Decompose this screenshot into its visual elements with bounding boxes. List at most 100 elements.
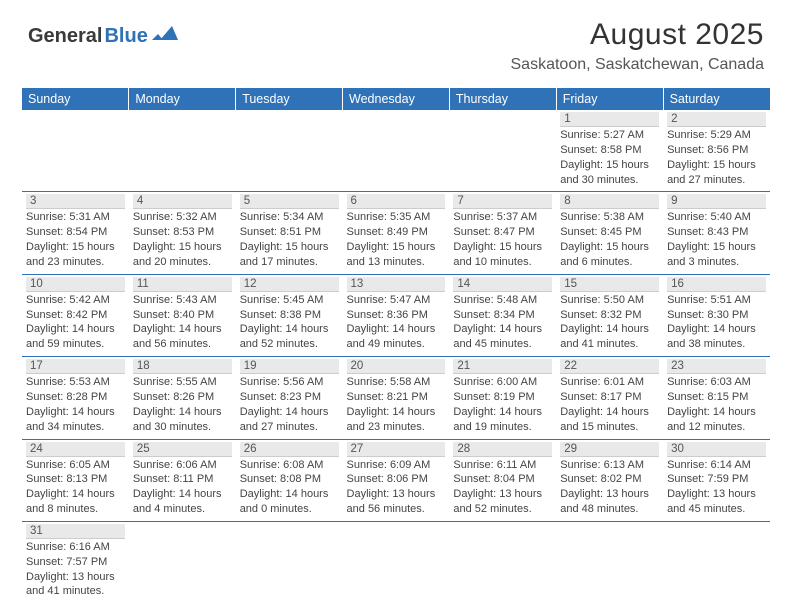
day-details: Sunrise: 5:48 AMSunset: 8:34 PMDaylight:…: [453, 292, 552, 352]
calendar-cell: [663, 521, 770, 603]
sunset-line: Sunset: 8:08 PM: [240, 472, 339, 487]
daylight-line: Daylight: 14 hours and 49 minutes.: [347, 322, 446, 352]
daylight-line: Daylight: 14 hours and 52 minutes.: [240, 322, 339, 352]
day-details: Sunrise: 5:38 AMSunset: 8:45 PMDaylight:…: [560, 209, 659, 269]
logo-text-general: General: [28, 25, 102, 48]
logo-text-blue: Blue: [104, 25, 147, 48]
sunset-line: Sunset: 8:34 PM: [453, 308, 552, 323]
calendar-cell: 31Sunrise: 6:16 AMSunset: 7:57 PMDayligh…: [22, 521, 129, 603]
calendar-cell: [449, 521, 556, 603]
day-details: Sunrise: 5:29 AMSunset: 8:56 PMDaylight:…: [667, 127, 766, 187]
daylight-line: Daylight: 14 hours and 45 minutes.: [453, 322, 552, 352]
calendar-body: 1Sunrise: 5:27 AMSunset: 8:58 PMDaylight…: [22, 110, 770, 603]
sunset-line: Sunset: 8:11 PM: [133, 472, 232, 487]
day-number: 26: [240, 442, 339, 457]
day-number: 7: [453, 194, 552, 209]
day-number: 23: [667, 359, 766, 374]
sunset-line: Sunset: 8:49 PM: [347, 225, 446, 240]
sunrise-line: Sunrise: 5:37 AM: [453, 210, 552, 225]
sunset-line: Sunset: 8:17 PM: [560, 390, 659, 405]
day-details: Sunrise: 5:55 AMSunset: 8:26 PMDaylight:…: [133, 374, 232, 434]
calendar-week-row: 24Sunrise: 6:05 AMSunset: 8:13 PMDayligh…: [22, 439, 770, 521]
day-header: Sunday: [22, 88, 129, 110]
sunset-line: Sunset: 8:43 PM: [667, 225, 766, 240]
sunset-line: Sunset: 7:57 PM: [26, 555, 125, 570]
day-number: 11: [133, 277, 232, 292]
daylight-line: Daylight: 13 hours and 41 minutes.: [26, 570, 125, 600]
day-details: Sunrise: 5:53 AMSunset: 8:28 PMDaylight:…: [26, 374, 125, 434]
day-number: 1: [560, 112, 659, 127]
day-details: Sunrise: 6:06 AMSunset: 8:11 PMDaylight:…: [133, 457, 232, 517]
sunrise-line: Sunrise: 5:56 AM: [240, 375, 339, 390]
sunset-line: Sunset: 8:13 PM: [26, 472, 125, 487]
sunrise-line: Sunrise: 5:53 AM: [26, 375, 125, 390]
daylight-line: Daylight: 14 hours and 0 minutes.: [240, 487, 339, 517]
daylight-line: Daylight: 15 hours and 3 minutes.: [667, 240, 766, 270]
sunset-line: Sunset: 8:54 PM: [26, 225, 125, 240]
daylight-line: Daylight: 15 hours and 30 minutes.: [560, 158, 659, 188]
day-details: Sunrise: 5:50 AMSunset: 8:32 PMDaylight:…: [560, 292, 659, 352]
daylight-line: Daylight: 15 hours and 10 minutes.: [453, 240, 552, 270]
calendar-cell: 26Sunrise: 6:08 AMSunset: 8:08 PMDayligh…: [236, 439, 343, 521]
calendar-cell: 30Sunrise: 6:14 AMSunset: 7:59 PMDayligh…: [663, 439, 770, 521]
day-details: Sunrise: 5:32 AMSunset: 8:53 PMDaylight:…: [133, 209, 232, 269]
daylight-line: Daylight: 14 hours and 56 minutes.: [133, 322, 232, 352]
daylight-line: Daylight: 13 hours and 45 minutes.: [667, 487, 766, 517]
day-details: Sunrise: 5:31 AMSunset: 8:54 PMDaylight:…: [26, 209, 125, 269]
calendar-week-row: 31Sunrise: 6:16 AMSunset: 7:57 PMDayligh…: [22, 521, 770, 603]
calendar-week-row: 3Sunrise: 5:31 AMSunset: 8:54 PMDaylight…: [22, 192, 770, 274]
sunset-line: Sunset: 8:38 PM: [240, 308, 339, 323]
sunrise-line: Sunrise: 5:55 AM: [133, 375, 232, 390]
calendar-cell: 1Sunrise: 5:27 AMSunset: 8:58 PMDaylight…: [556, 110, 663, 192]
day-details: Sunrise: 6:11 AMSunset: 8:04 PMDaylight:…: [453, 457, 552, 517]
day-number: 9: [667, 194, 766, 209]
calendar-cell: [236, 521, 343, 603]
sunrise-line: Sunrise: 5:31 AM: [26, 210, 125, 225]
sunrise-line: Sunrise: 5:47 AM: [347, 293, 446, 308]
sunrise-line: Sunrise: 5:34 AM: [240, 210, 339, 225]
title-block: August 2025 Saskatoon, Saskatchewan, Can…: [511, 18, 765, 74]
sunrise-line: Sunrise: 5:38 AM: [560, 210, 659, 225]
flag-icon: [152, 24, 178, 42]
calendar-cell: 13Sunrise: 5:47 AMSunset: 8:36 PMDayligh…: [343, 274, 450, 356]
sunrise-line: Sunrise: 6:06 AM: [133, 458, 232, 473]
sunset-line: Sunset: 8:58 PM: [560, 143, 659, 158]
sunrise-line: Sunrise: 5:48 AM: [453, 293, 552, 308]
sunset-line: Sunset: 8:30 PM: [667, 308, 766, 323]
day-details: Sunrise: 6:00 AMSunset: 8:19 PMDaylight:…: [453, 374, 552, 434]
sunrise-line: Sunrise: 6:00 AM: [453, 375, 552, 390]
day-number: 8: [560, 194, 659, 209]
month-title: August 2025: [511, 18, 765, 52]
daylight-line: Daylight: 14 hours and 38 minutes.: [667, 322, 766, 352]
day-number: 24: [26, 442, 125, 457]
daylight-line: Daylight: 13 hours and 48 minutes.: [560, 487, 659, 517]
sunrise-line: Sunrise: 6:05 AM: [26, 458, 125, 473]
sunset-line: Sunset: 8:51 PM: [240, 225, 339, 240]
sunrise-line: Sunrise: 5:45 AM: [240, 293, 339, 308]
page-header: General Blue August 2025 Saskatoon, Sask…: [0, 0, 792, 82]
day-number: 18: [133, 359, 232, 374]
daylight-line: Daylight: 15 hours and 27 minutes.: [667, 158, 766, 188]
day-number: 30: [667, 442, 766, 457]
day-details: Sunrise: 5:45 AMSunset: 8:38 PMDaylight:…: [240, 292, 339, 352]
day-details: Sunrise: 5:34 AMSunset: 8:51 PMDaylight:…: [240, 209, 339, 269]
day-details: Sunrise: 5:51 AMSunset: 8:30 PMDaylight:…: [667, 292, 766, 352]
calendar-cell: 14Sunrise: 5:48 AMSunset: 8:34 PMDayligh…: [449, 274, 556, 356]
sunset-line: Sunset: 8:06 PM: [347, 472, 446, 487]
day-number: 13: [347, 277, 446, 292]
day-number: 19: [240, 359, 339, 374]
day-details: Sunrise: 5:47 AMSunset: 8:36 PMDaylight:…: [347, 292, 446, 352]
calendar-cell: 15Sunrise: 5:50 AMSunset: 8:32 PMDayligh…: [556, 274, 663, 356]
calendar-cell: 25Sunrise: 6:06 AMSunset: 8:11 PMDayligh…: [129, 439, 236, 521]
day-number: 2: [667, 112, 766, 127]
sunset-line: Sunset: 8:45 PM: [560, 225, 659, 240]
sunrise-line: Sunrise: 5:43 AM: [133, 293, 232, 308]
sunrise-line: Sunrise: 5:51 AM: [667, 293, 766, 308]
daylight-line: Daylight: 14 hours and 23 minutes.: [347, 405, 446, 435]
calendar-week-row: 10Sunrise: 5:42 AMSunset: 8:42 PMDayligh…: [22, 274, 770, 356]
sunrise-line: Sunrise: 6:11 AM: [453, 458, 552, 473]
calendar-cell: 12Sunrise: 5:45 AMSunset: 8:38 PMDayligh…: [236, 274, 343, 356]
day-number: 14: [453, 277, 552, 292]
daylight-line: Daylight: 14 hours and 15 minutes.: [560, 405, 659, 435]
daylight-line: Daylight: 14 hours and 8 minutes.: [26, 487, 125, 517]
